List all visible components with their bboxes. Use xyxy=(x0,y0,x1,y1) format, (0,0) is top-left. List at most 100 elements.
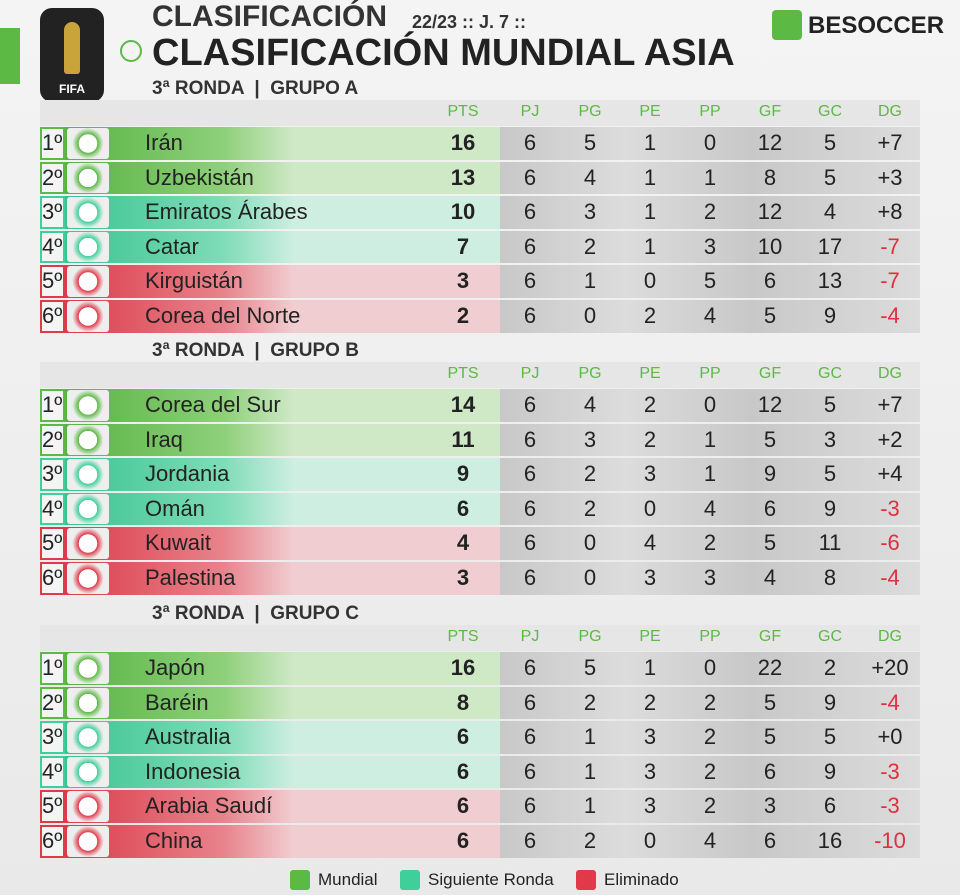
position: 1º xyxy=(42,392,63,417)
row-background xyxy=(40,161,500,195)
stat: 5 xyxy=(763,426,777,452)
column-header: GF xyxy=(758,628,782,645)
stat: 1 xyxy=(583,724,597,750)
legend-label: Siguiente Ronda xyxy=(428,870,554,889)
points: 11 xyxy=(451,426,475,452)
stat: 1 xyxy=(583,268,597,294)
flag xyxy=(67,197,109,228)
goal-difference: -6 xyxy=(880,530,900,556)
stat: 5 xyxy=(823,392,837,417)
goal-difference: -3 xyxy=(880,758,900,784)
position: 1º xyxy=(42,130,63,155)
row-background xyxy=(40,527,500,560)
stat: 6 xyxy=(523,655,537,680)
stat: 6 xyxy=(523,392,537,417)
column-header: PG xyxy=(578,103,602,120)
position: 2º xyxy=(42,426,63,452)
points: 6 xyxy=(456,495,470,521)
title: CLASIFICACIÓN MUNDIAL ASIA xyxy=(152,32,735,74)
flag xyxy=(67,791,109,822)
stat: 0 xyxy=(643,268,657,294)
stat: 4 xyxy=(763,565,777,590)
column-header: GC xyxy=(818,365,842,382)
goal-difference: +0 xyxy=(877,724,903,750)
position: 1º xyxy=(42,655,63,680)
trophy xyxy=(64,22,80,74)
position: 3º xyxy=(42,461,63,487)
team-name: China xyxy=(145,828,203,853)
stat: 4 xyxy=(703,495,717,521)
stat: 3 xyxy=(643,461,657,487)
stat: 10 xyxy=(757,233,783,259)
stat: 0 xyxy=(643,828,657,853)
team-name: Kuwait xyxy=(145,530,212,556)
row-background xyxy=(40,127,500,160)
stat: 3 xyxy=(823,426,837,452)
flag xyxy=(67,231,109,263)
goal-difference: +7 xyxy=(877,392,903,417)
position: 3º xyxy=(42,199,63,225)
stat: 2 xyxy=(643,689,657,715)
stats-background xyxy=(500,161,920,195)
stats-background xyxy=(500,790,920,823)
brand: BESOCCER xyxy=(808,12,945,39)
stat: 0 xyxy=(703,655,717,680)
row-background xyxy=(40,825,500,858)
stat: 13 xyxy=(817,268,843,294)
goal-difference: -4 xyxy=(880,565,900,590)
team-name: Baréin xyxy=(145,689,209,715)
points: 6 xyxy=(456,724,470,750)
position-box xyxy=(40,389,65,422)
goal-difference: +2 xyxy=(877,426,903,452)
legend-swatch xyxy=(576,870,596,890)
flag xyxy=(67,563,109,594)
flag xyxy=(67,459,109,490)
team-name: Emiratos Árabes xyxy=(145,199,308,225)
stats-background xyxy=(500,755,920,789)
points: 9 xyxy=(456,461,470,487)
row-background xyxy=(40,265,500,298)
points: 13 xyxy=(450,164,476,190)
stat: 4 xyxy=(823,199,837,225)
column-header: PTS xyxy=(447,365,479,382)
points: 8 xyxy=(456,689,470,715)
stat: 1 xyxy=(703,426,717,452)
stat: 2 xyxy=(583,461,597,487)
stat: 2 xyxy=(823,655,837,680)
header-band xyxy=(40,100,920,126)
stats-background xyxy=(500,127,920,160)
flag xyxy=(67,128,109,159)
position: 2º xyxy=(42,164,63,190)
flag xyxy=(67,687,109,719)
stat: 2 xyxy=(703,199,717,225)
points: 3 xyxy=(456,565,470,590)
stat: 6 xyxy=(523,426,537,452)
points: 6 xyxy=(456,793,470,819)
column-header: PJ xyxy=(520,365,540,382)
stat: 5 xyxy=(703,268,717,294)
stat: 6 xyxy=(763,828,777,853)
column-header: PG xyxy=(578,365,602,382)
stat: 3 xyxy=(643,758,657,784)
stat: 3 xyxy=(763,793,777,819)
brand-icon xyxy=(772,10,802,40)
stat: 1 xyxy=(583,758,597,784)
column-header: PE xyxy=(639,103,661,120)
stat: 6 xyxy=(523,461,537,487)
flag xyxy=(67,528,109,559)
goal-difference: +20 xyxy=(871,655,909,680)
stat: 5 xyxy=(763,303,777,328)
position: 3º xyxy=(42,724,63,750)
points: 6 xyxy=(456,828,470,853)
flag xyxy=(67,722,109,753)
stat: 17 xyxy=(817,233,843,259)
points: 6 xyxy=(456,758,470,784)
position: 4º xyxy=(42,495,63,521)
stat: 2 xyxy=(703,793,717,819)
team-name: Corea del Norte xyxy=(145,303,301,328)
stat: 1 xyxy=(703,164,717,190)
stats-background xyxy=(500,527,920,560)
goal-difference: -3 xyxy=(880,495,900,521)
row-background xyxy=(40,196,500,229)
stat: 22 xyxy=(757,655,783,680)
